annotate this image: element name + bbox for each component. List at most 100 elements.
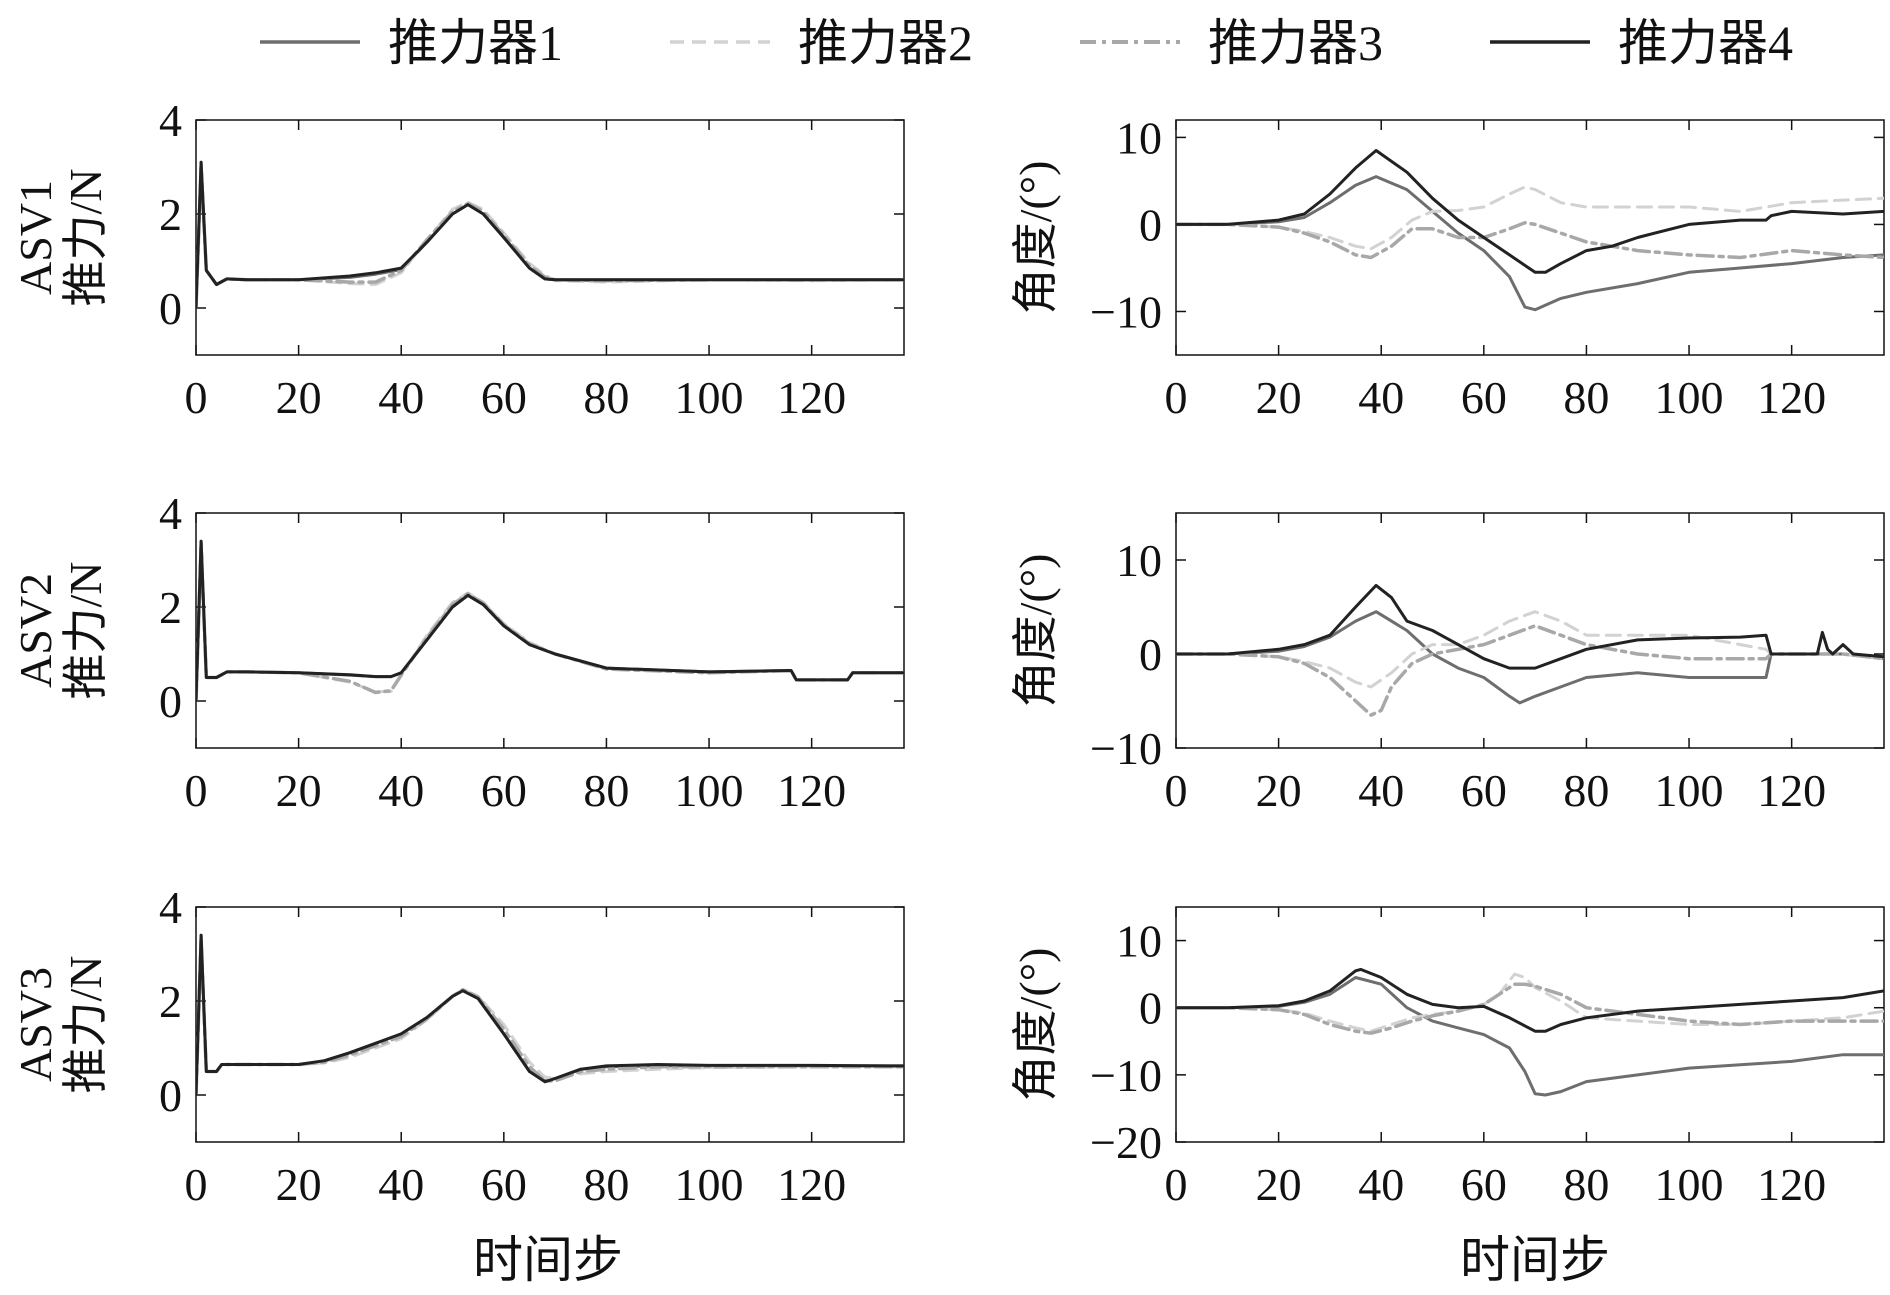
series-line <box>196 165 904 310</box>
y-axis-label: ASV1推力/N <box>10 169 111 307</box>
series-line <box>1176 149 1884 274</box>
chart-panel: 0 20 40 60 80 100 120 0 2 4 ASV2推力/N <box>10 488 905 816</box>
y-tick-label: 4 <box>159 95 182 146</box>
x-tick-label: 80 <box>1563 765 1609 816</box>
y-axis-label: 角度/(°) <box>1010 554 1061 708</box>
y-axis-label-line: 角度/(°) <box>1010 554 1061 708</box>
x-tick-label: 60 <box>1461 765 1507 816</box>
y-tick-label: 10 <box>1116 916 1162 967</box>
y-tick-label: −10 <box>1090 286 1162 337</box>
y-tick-label: 0 <box>1139 199 1162 250</box>
x-tick-label: 0 <box>185 1159 208 1210</box>
y-tick-label: 0 <box>1139 629 1162 680</box>
x-tick-label: 0 <box>185 765 208 816</box>
x-tick-label: 40 <box>378 765 424 816</box>
series-line <box>1176 982 1884 1035</box>
x-tick-label: 20 <box>1256 372 1302 423</box>
y-tick-label: 4 <box>159 882 182 933</box>
series-line <box>1176 976 1884 1097</box>
plot-frame <box>195 512 905 749</box>
y-axis-label: 角度/(°) <box>1010 948 1061 1102</box>
x-tick-label: 80 <box>1563 1159 1609 1210</box>
y-tick-label: −20 <box>1090 1117 1162 1168</box>
series-line <box>196 160 904 310</box>
y-tick-label: −10 <box>1090 723 1162 774</box>
x-tick-label: 120 <box>1757 372 1826 423</box>
x-tick-label: 40 <box>378 1159 424 1210</box>
y-axis-label: ASV3推力/N <box>10 956 111 1094</box>
x-tick-label: 100 <box>675 1159 744 1210</box>
series-line <box>1176 220 1884 260</box>
series-group <box>1176 149 1884 312</box>
x-tick-label: 80 <box>583 765 629 816</box>
series-line <box>196 165 904 310</box>
series-line <box>196 544 904 703</box>
series-line <box>196 539 904 703</box>
series-line <box>1176 624 1884 717</box>
x-tick-label: 100 <box>675 372 744 423</box>
x-tick-label: 120 <box>777 765 846 816</box>
x-tick-label: 20 <box>1256 1159 1302 1210</box>
x-tick-label: 100 <box>1655 1159 1724 1210</box>
x-tick-label: 0 <box>1165 372 1188 423</box>
x-tick-label: 0 <box>185 372 208 423</box>
y-tick-label: 10 <box>1116 535 1162 586</box>
y-tick-label: 0 <box>159 283 182 334</box>
series-group <box>196 160 904 310</box>
y-tick-label: 2 <box>159 582 182 633</box>
x-tick-label: 20 <box>1256 765 1302 816</box>
y-axis-label-line: ASV2 <box>10 573 61 688</box>
legend: 推力器1 推力器2 推力器3 推力器4 <box>260 15 1793 71</box>
series-group <box>196 933 904 1097</box>
y-axis-label-line: ASV1 <box>10 180 61 295</box>
x-tick-label: 120 <box>1757 765 1826 816</box>
series-group <box>196 539 904 703</box>
legend-label: 推力器2 <box>798 15 973 71</box>
series-line <box>196 933 904 1097</box>
x-tick-label: 80 <box>1563 372 1609 423</box>
legend-label: 推力器3 <box>1208 15 1383 71</box>
y-tick-label: −10 <box>1090 1050 1162 1101</box>
y-axis-label-line: 角度/(°) <box>1010 948 1061 1102</box>
series-line <box>196 938 904 1097</box>
plot-frame <box>1175 119 1885 356</box>
y-tick-label: 2 <box>159 189 182 240</box>
x-tick-label: 20 <box>276 372 322 423</box>
legend-label: 推力器1 <box>388 15 563 71</box>
series-group <box>1176 967 1884 1097</box>
series-line <box>196 160 904 310</box>
series-line <box>1176 583 1884 670</box>
x-tick-label: 0 <box>1165 1159 1188 1210</box>
y-axis-label-line: 推力/N <box>60 562 111 700</box>
x-tick-label: 40 <box>1358 372 1404 423</box>
x-tick-label: 40 <box>378 372 424 423</box>
x-tick-label: 20 <box>276 765 322 816</box>
x-tick-label: 100 <box>1655 765 1724 816</box>
x-tick-label: 60 <box>481 765 527 816</box>
y-tick-label: 0 <box>1139 983 1162 1034</box>
y-axis-label-line: ASV3 <box>10 967 61 1082</box>
y-axis-label: ASV2推力/N <box>10 562 111 700</box>
x-tick-label: 60 <box>481 1159 527 1210</box>
x-tick-label: 100 <box>1655 372 1724 423</box>
legend-label: 推力器4 <box>1618 15 1793 71</box>
x-tick-label: 120 <box>777 372 846 423</box>
y-axis-label-line: 推力/N <box>60 956 111 1094</box>
series-line <box>196 933 904 1097</box>
series-line <box>196 544 904 703</box>
x-tick-label: 80 <box>583 372 629 423</box>
y-tick-label: 10 <box>1116 112 1162 163</box>
x-tick-label: 60 <box>481 372 527 423</box>
plot-frame <box>195 906 905 1143</box>
y-tick-label: 2 <box>159 976 182 1027</box>
x-tick-label: 120 <box>777 1159 846 1210</box>
x-axis-label-right: 时间步 <box>1460 1232 1610 1288</box>
x-tick-label: 80 <box>583 1159 629 1210</box>
y-axis-label-line: 角度/(°) <box>1010 161 1061 315</box>
y-tick-label: 4 <box>159 488 182 539</box>
x-tick-label: 40 <box>1358 1159 1404 1210</box>
